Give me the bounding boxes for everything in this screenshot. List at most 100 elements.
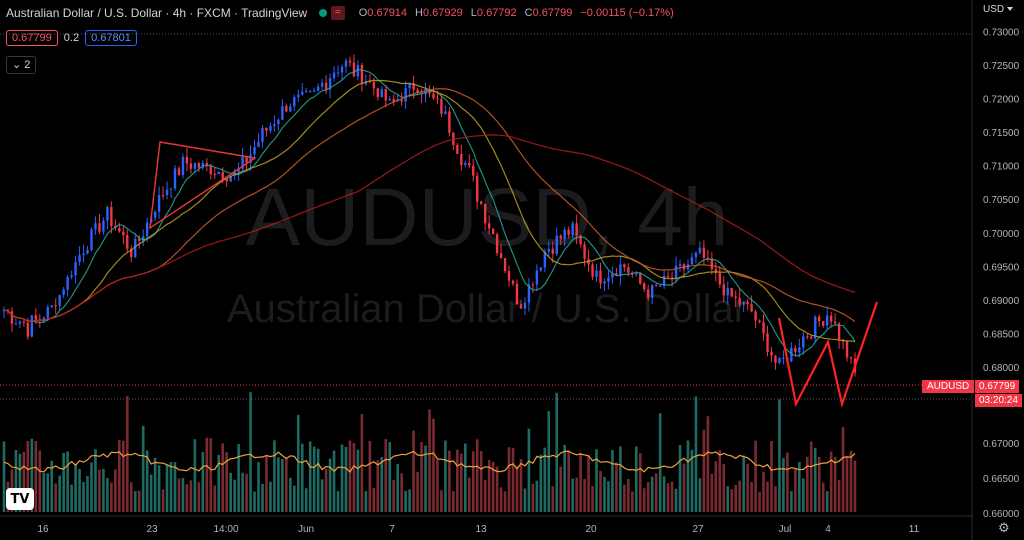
candle-body — [802, 336, 805, 348]
volume-bar — [412, 430, 415, 512]
candle-body — [460, 153, 463, 165]
candle-body — [169, 188, 173, 190]
volume-bar — [730, 489, 734, 512]
candle-body — [483, 203, 487, 224]
volume-tick-label: 0.66000 — [983, 509, 1020, 520]
volume-bar — [527, 428, 531, 512]
candle-body — [456, 145, 459, 154]
candle-body — [770, 351, 773, 356]
candle-body — [110, 207, 113, 227]
volume-bar — [786, 452, 789, 512]
volume-bar — [686, 440, 690, 512]
candle-body — [74, 262, 77, 276]
currency-selector[interactable]: USD — [983, 4, 1013, 15]
buy-button[interactable]: 0.67801 — [85, 30, 137, 46]
volume-bar — [233, 479, 236, 512]
candle-body — [599, 270, 602, 284]
candle-body — [611, 273, 614, 278]
candle-body — [348, 60, 352, 63]
candle-body — [734, 296, 737, 298]
candle-body — [639, 273, 642, 284]
candle-body — [66, 277, 69, 290]
volume-bar — [523, 488, 527, 512]
volume-bar — [316, 448, 320, 512]
volume-bar — [392, 479, 396, 512]
settings-gear-icon[interactable]: ⚙ — [998, 520, 1010, 535]
volume-bar — [694, 396, 698, 512]
volume-bar — [479, 451, 483, 512]
volume-bar — [778, 399, 781, 512]
volume-bar — [742, 455, 745, 512]
candle-body — [491, 228, 495, 235]
candle-body — [818, 316, 821, 322]
volume-bar — [456, 449, 459, 512]
volume-bar — [225, 452, 228, 512]
candle-body — [277, 119, 280, 125]
indicators-toggle-button[interactable]: ⌄ 2 — [6, 56, 37, 74]
volume-bar — [790, 491, 793, 512]
sell-button[interactable]: 0.67799 — [6, 30, 58, 46]
candle-body — [794, 347, 797, 353]
volume-bar — [364, 491, 368, 512]
bar-countdown: 03:20:24 — [975, 394, 1022, 407]
volume-bar — [463, 443, 467, 512]
volume-bar — [503, 491, 507, 512]
symbol-title[interactable]: Australian Dollar / U.S. Dollar · 4h · F… — [6, 6, 308, 20]
volume-bar — [22, 451, 26, 512]
candle-body — [185, 156, 189, 164]
triangle-drawing — [149, 141, 257, 230]
volume-bar — [70, 484, 73, 512]
volume-bar — [229, 472, 232, 512]
ohlc-value: 0.67914 — [367, 7, 408, 19]
candle-body — [758, 320, 761, 323]
price-tick-label: 0.72500 — [983, 61, 1020, 72]
candle-body — [332, 72, 336, 79]
last-price-tag: 0.67799 — [975, 380, 1020, 393]
candle-body — [336, 72, 340, 74]
candle-body — [738, 297, 741, 305]
candle-body — [372, 82, 376, 89]
candle-body — [595, 270, 598, 277]
symbol-price-label: AUDUSD — [922, 380, 975, 393]
volume-bar — [802, 478, 805, 512]
volume-bar — [432, 418, 435, 512]
volume-bar — [110, 482, 113, 512]
volume-bar — [94, 449, 97, 512]
candle-body — [670, 277, 674, 279]
candle-body — [70, 275, 73, 278]
candle-body — [301, 91, 304, 95]
volume-bar — [245, 473, 248, 512]
volume-bar — [690, 449, 694, 512]
volume-bar — [98, 469, 101, 512]
candle-body — [309, 91, 312, 93]
candle-body — [448, 111, 451, 133]
candle-body — [650, 285, 654, 298]
volume-bar — [595, 449, 598, 512]
volume-bar — [292, 485, 296, 512]
candle-body — [50, 305, 53, 307]
volume-bar — [384, 439, 388, 512]
volume-bar — [798, 461, 801, 512]
candle-body — [237, 168, 240, 172]
candle-body — [78, 255, 81, 263]
volume-bar — [599, 470, 602, 512]
candle-body — [666, 276, 670, 278]
volume-bar — [750, 482, 753, 512]
volume-bar — [253, 491, 256, 512]
volume-bar — [487, 460, 491, 512]
chart-header: Australian Dollar / U.S. Dollar · 4h · F… — [6, 6, 682, 20]
candle-body — [316, 86, 320, 91]
price-tick-label: 0.70500 — [983, 195, 1020, 206]
volume-bar — [26, 440, 30, 512]
volume-tick-label: 0.67000 — [983, 439, 1020, 450]
candle-body — [241, 156, 244, 169]
volume-bar — [619, 446, 622, 512]
volume-bar — [642, 488, 646, 512]
tradingview-logo-icon[interactable]: TV — [6, 488, 34, 510]
volume-bar — [18, 453, 22, 512]
volume-bar — [543, 447, 547, 512]
candle-body — [694, 252, 698, 258]
volume-bar — [825, 491, 829, 512]
volume-bar — [153, 457, 157, 512]
